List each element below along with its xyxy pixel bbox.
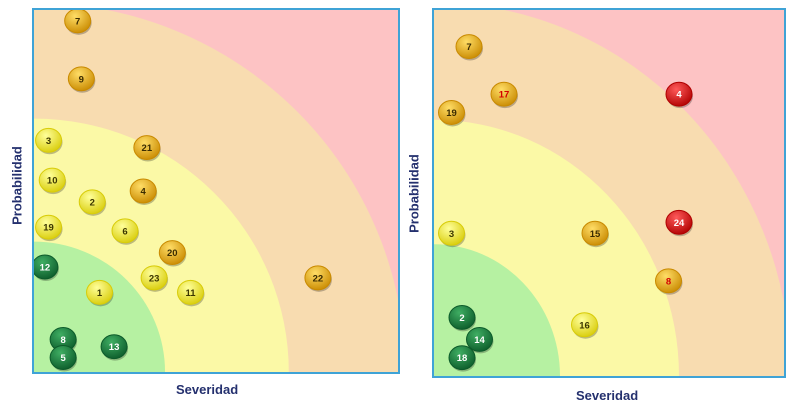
risk-point-label: 7: [75, 16, 80, 27]
risk-point-7: 7: [455, 34, 483, 61]
y-axis-label-right: Probabilidad: [406, 154, 422, 233]
risk-point-7: 7: [64, 10, 92, 35]
risk-point-11: 11: [177, 279, 205, 307]
risk-point-marker: [78, 189, 106, 215]
risk-point-label: 12: [40, 263, 51, 274]
risk-point-label: 8: [60, 335, 65, 346]
risk-point-marker: [438, 100, 465, 125]
risk-point-marker: [133, 135, 161, 161]
risk-matrix-left: 7 9 3 21 10 4 2 19 6 20 12 23 22 1 11 8 13 5: [32, 8, 400, 374]
risk-point-3: 3: [438, 220, 466, 248]
risk-point-3: 3: [35, 127, 63, 155]
risk-point-1: 1: [86, 279, 114, 307]
risk-matrix-right: 7 17 4 19 24 3 15 8 2 16 14 18: [432, 8, 786, 378]
risk-point-2: 2: [78, 189, 107, 216]
risk-point-12: 12: [34, 254, 59, 281]
risk-point-marker: [571, 312, 598, 338]
risk-point-marker: [177, 279, 205, 305]
risk-point-5: 5: [49, 345, 78, 372]
risk-point-label: 19: [43, 223, 54, 234]
risk-point-marker: [665, 81, 693, 107]
risk-point-label: 10: [47, 176, 58, 187]
risk-point-label: 1: [97, 288, 103, 299]
risk-point-6: 6: [111, 218, 139, 245]
risk-point-20: 20: [158, 240, 187, 267]
risk-point-19: 19: [438, 100, 466, 127]
risk-point-marker: [35, 127, 63, 153]
risk-point-16: 16: [571, 312, 599, 339]
risk-point-21: 21: [133, 135, 161, 162]
risk-point-label: 11: [185, 288, 196, 299]
risk-point-marker: [100, 334, 128, 360]
risk-point-marker: [438, 220, 465, 246]
risk-matrix-right-plot: 7 17 4 19 24 3 15 8 2 16 14 18: [434, 10, 784, 376]
risk-point-marker: [64, 10, 92, 34]
risk-point-marker: [448, 345, 476, 371]
risk-point-marker: [655, 268, 682, 294]
risk-point-label: 2: [459, 313, 464, 324]
risk-point-marker: [140, 265, 168, 291]
risk-point-label: 3: [46, 136, 51, 147]
risk-point-label: 15: [590, 229, 601, 240]
risk-point-marker: [34, 254, 59, 280]
risk-point-marker: [67, 66, 95, 92]
risk-point-label: 24: [674, 218, 685, 229]
risk-point-label: 7: [466, 42, 471, 53]
risk-point-marker: [448, 304, 476, 330]
risk-point-marker: [38, 167, 66, 193]
risk-point-marker: [490, 81, 518, 107]
risk-point-label: 8: [666, 276, 671, 287]
y-axis-label-left: Probabilidad: [9, 146, 25, 225]
risk-point-15: 15: [581, 220, 609, 248]
risk-point-label: 16: [579, 320, 590, 331]
risk-point-19: 19: [35, 214, 63, 242]
risk-point-marker: [304, 265, 332, 291]
risk-point-marker: [111, 218, 139, 244]
risk-point-label: 2: [90, 197, 95, 208]
risk-point-marker: [455, 34, 483, 60]
zone-green: [434, 244, 560, 376]
risk-point-label: 21: [142, 143, 153, 154]
risk-point-marker: [86, 279, 114, 305]
risk-point-label: 22: [313, 273, 324, 284]
risk-point-14: 14: [466, 326, 494, 354]
risk-point-marker: [49, 345, 77, 370]
risk-point-8: 8: [655, 268, 683, 295]
risk-point-13: 13: [100, 334, 129, 361]
risk-point-label: 17: [499, 90, 510, 101]
risk-point-marker: [665, 209, 693, 235]
risk-point-label: 4: [141, 187, 147, 198]
risk-point-label: 4: [676, 90, 682, 101]
risk-point-label: 23: [149, 273, 160, 284]
risk-point-marker: [466, 326, 493, 352]
risk-point-label: 14: [474, 335, 485, 346]
risk-point-label: 18: [457, 353, 468, 364]
x-axis-label-left: Severidad: [176, 382, 239, 397]
risk-point-label: 3: [449, 229, 454, 240]
risk-point-label: 6: [122, 226, 127, 237]
risk-point-22: 22: [304, 265, 332, 292]
risk-point-label: 20: [167, 248, 178, 259]
risk-point-2: 2: [448, 304, 476, 332]
x-axis-label-right: Severidad: [576, 388, 639, 403]
risk-point-17: 17: [490, 81, 518, 109]
risk-point-4: 4: [665, 81, 693, 109]
risk-point-4: 4: [129, 178, 158, 205]
risk-point-label: 9: [79, 74, 84, 85]
risk-point-10: 10: [38, 167, 67, 195]
risk-point-24: 24: [665, 209, 693, 237]
risk-point-label: 5: [60, 353, 66, 364]
risk-point-label: 19: [446, 108, 457, 119]
risk-point-18: 18: [448, 345, 476, 372]
risk-point-9: 9: [67, 66, 96, 93]
risk-point-marker: [158, 240, 186, 265]
risk-point-marker: [129, 178, 157, 204]
risk-point-label: 13: [109, 342, 120, 353]
risk-point-marker: [581, 220, 609, 246]
risk-point-marker: [35, 214, 63, 240]
risk-point-23: 23: [140, 265, 169, 292]
